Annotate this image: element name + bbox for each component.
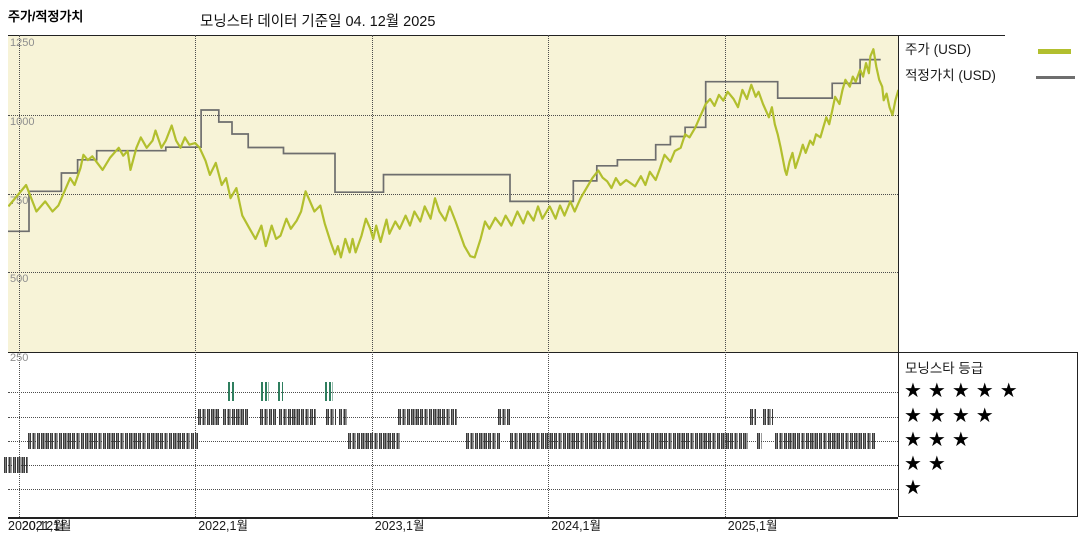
fair-value-line-swatch [1036, 76, 1075, 79]
year-gridline [724, 35, 726, 517]
page-title: 주가/적정가치 [8, 9, 84, 24]
rating-legend-bottom-border [898, 516, 1077, 517]
rating-tick-segment-3star[interactable] [465, 433, 500, 449]
rating-tick-segment-4star[interactable] [326, 409, 337, 425]
rating-tick-segment-4star[interactable] [279, 409, 316, 425]
rating-tick-segment-5star[interactable] [324, 382, 334, 401]
rating-legend-title: 모닝스타 등급 [905, 361, 984, 376]
rating-legend-right-border [1077, 352, 1078, 517]
price-rating-separator [8, 352, 1077, 353]
rating-row-gridline [8, 441, 898, 442]
rating-tick-segment-5star[interactable] [277, 382, 284, 401]
rating-tick-segment-3star[interactable] [774, 433, 877, 449]
value-gridline [8, 114, 898, 116]
year-gridline [18, 35, 20, 517]
x-axis-tick-label: 2021,1월 [21, 519, 72, 533]
rating-legend-row-3star: ★★★ [904, 429, 976, 451]
y-axis-tick-label: 750 [10, 194, 29, 207]
rating-tick-segment-5star[interactable] [227, 382, 235, 401]
x-axis-tick-label: 2020,12월 [8, 519, 65, 533]
x-axis-tick-label: 2025,1월 [727, 519, 778, 533]
rating-legend-row-5star: ★★★★★ [904, 380, 1024, 402]
rating-tick-segment-3star[interactable] [510, 433, 749, 449]
year-gridline [195, 35, 197, 517]
chart-top-border [8, 35, 1005, 36]
rating-tick-segment-4star[interactable] [339, 409, 349, 425]
year-gridline [371, 35, 373, 517]
rating-legend-row-4star: ★★★★ [904, 405, 1000, 427]
y-axis-tick-label: 1250 [10, 37, 35, 49]
rating-tick-segment-5star[interactable] [261, 382, 269, 401]
y-axis-tick-label: 250 [10, 352, 29, 364]
rating-row-gridline [8, 392, 898, 393]
legend-price-label: 주가 (USD) [905, 42, 972, 57]
x-axis-line [8, 517, 898, 519]
rating-tick-segment-4star[interactable] [223, 409, 249, 425]
value-gridline [8, 193, 898, 195]
price-line-swatch [1038, 49, 1071, 54]
as-of-date: 모닝스타 데이터 기준일 04. 12월 2025 [200, 14, 436, 30]
rating-tick-segment-4star[interactable] [749, 409, 756, 425]
rating-tick-segment-4star[interactable] [398, 409, 457, 425]
rating-tick-segment-2star[interactable] [4, 457, 28, 473]
rating-tick-segment-4star[interactable] [198, 409, 221, 425]
y-axis-tick-label: 500 [10, 273, 29, 286]
rating-row-gridline [8, 489, 898, 490]
value-gridline [8, 272, 898, 274]
rating-legend-row-1star: ★ [904, 477, 928, 499]
rating-legend-row-2star: ★★ [904, 453, 952, 475]
rating-tick-segment-3star[interactable] [757, 433, 762, 449]
legend-fair-value-label: 적정가치 (USD) [905, 68, 996, 83]
rating-tick-segment-3star[interactable] [27, 433, 199, 449]
rating-tick-segment-4star[interactable] [498, 409, 511, 425]
x-axis-tick-label: 2022,1월 [198, 519, 248, 533]
x-axis-tick-label: 2023,1월 [374, 519, 425, 533]
x-axis-tick-label: 2024,1월 [551, 519, 601, 533]
rating-tick-segment-4star[interactable] [260, 409, 277, 425]
legend-panel-left-border [898, 35, 899, 517]
rating-tick-segment-4star[interactable] [763, 409, 774, 425]
rating-row-gridline [8, 465, 898, 466]
year-gridline [548, 35, 550, 517]
rating-tick-segment-3star[interactable] [348, 433, 400, 449]
y-axis-tick-label: 1000 [10, 115, 35, 128]
